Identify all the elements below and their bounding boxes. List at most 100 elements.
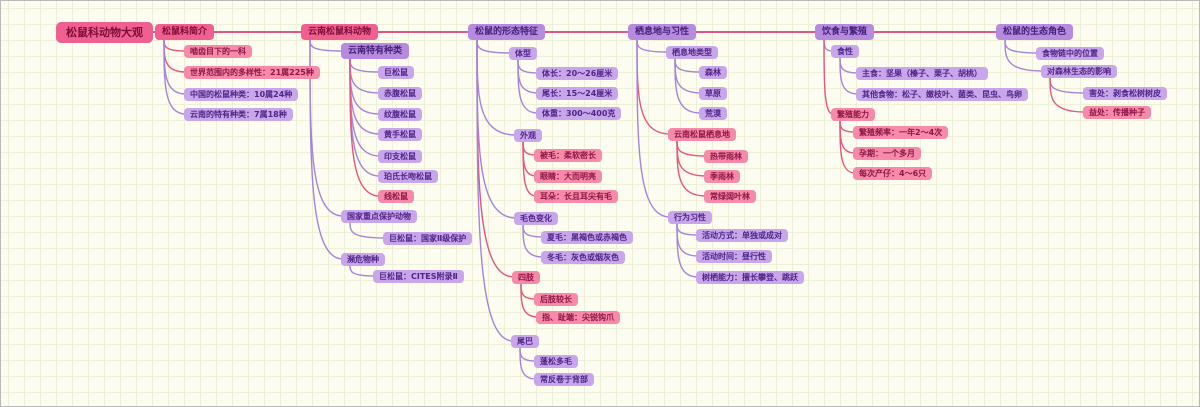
mindmap-edge [163, 38, 187, 52]
mindmap-edge [517, 57, 539, 94]
node-t2[interactable]: 外观 [514, 128, 542, 142]
node-h2[interactable]: 云南松鼠栖息地 [668, 127, 736, 141]
node-b2[interactable]: 云南松鼠科动物 [301, 24, 379, 40]
mindmap-edge [309, 38, 344, 52]
mindmap-edge [522, 139, 537, 197]
node-h3c[interactable]: 树栖能力：擅长攀登、跳跃 [696, 270, 804, 284]
mindmap-edge [636, 38, 669, 53]
node-b2c3a[interactable]: 巨松鼠：CITES附录Ⅱ [373, 269, 464, 283]
node-h3a[interactable]: 活动方式：单独或成对 [696, 228, 788, 242]
mindmap-edge [349, 263, 376, 277]
node-b4[interactable]: 栖息地与习性 [628, 24, 697, 40]
mindmap-edge [349, 57, 381, 197]
node-t5[interactable]: 尾巴 [511, 334, 539, 348]
node-b1c3[interactable]: 中国的松鼠种类：10属24种 [184, 87, 299, 101]
node-t2a[interactable]: 被毛：柔软密长 [534, 148, 602, 162]
node-h1b[interactable]: 草原 [699, 86, 727, 100]
node-f1[interactable]: 食性 [831, 44, 859, 58]
node-t4b[interactable]: 指、趾端：尖锐钩爪 [536, 310, 620, 324]
mindmap-edge [839, 118, 856, 174]
node-sp2[interactable]: 赤腹松鼠 [378, 86, 422, 100]
mindmap-edge [163, 38, 187, 73]
node-t2c[interactable]: 耳朵：长且耳尖有毛 [534, 189, 618, 203]
mindmap-edge [476, 38, 517, 219]
node-b1c2[interactable]: 世界范围内的多样性：21属225种 [184, 65, 320, 79]
node-e2b[interactable]: 益处：传播种子 [1083, 105, 1151, 119]
mindmap-edge [476, 38, 512, 54]
node-t3a[interactable]: 夏毛：黑褐色或赤褐色 [541, 230, 633, 244]
mindmap-edge [676, 221, 699, 278]
node-b2c2[interactable]: 国家重点保护动物 [341, 209, 417, 223]
mindmap-edge [674, 56, 702, 94]
node-t1b[interactable]: 尾长：15～24厘米 [536, 86, 619, 100]
mindmap-edge [1049, 75, 1086, 94]
node-b6[interactable]: 松鼠的生态角色 [996, 24, 1074, 40]
node-e2[interactable]: 对森林生态的影响 [1041, 64, 1117, 78]
node-f1a[interactable]: 主食：坚果（榛子、栗子、胡桃） [856, 66, 988, 80]
node-sp1[interactable]: 巨松鼠 [378, 65, 414, 79]
mindmap-edge [349, 57, 381, 135]
node-root[interactable]: 松鼠科动物大观 [56, 21, 153, 43]
mindmap-edge [349, 57, 381, 94]
mindmap-edge [839, 55, 859, 95]
mindmap-edge [522, 222, 544, 238]
node-b1[interactable]: 松鼠科简介 [155, 24, 215, 40]
node-sp6[interactable]: 珀氏长吻松鼠 [378, 169, 438, 183]
node-t1[interactable]: 体型 [509, 46, 537, 60]
mindmap-edge [520, 281, 539, 318]
node-b2c2a[interactable]: 巨松鼠：国家Ⅱ级保护 [383, 231, 473, 245]
node-h1a[interactable]: 森林 [699, 65, 727, 79]
node-f2c[interactable]: 每次产仔：4～6只 [853, 166, 933, 180]
node-b3[interactable]: 松鼠的形态特征 [468, 24, 546, 40]
node-t4a[interactable]: 后肢较长 [534, 292, 578, 306]
node-f2b[interactable]: 孕期：一个多月 [853, 146, 921, 160]
mindmap-edge [636, 38, 671, 218]
node-f1b[interactable]: 其他食物：松子、嫩枝叶、菌类、昆虫、鸟卵 [856, 87, 1028, 101]
mindmap-edge [349, 57, 381, 157]
node-f2a[interactable]: 繁殖频率：一年2～4次 [853, 125, 949, 139]
mindmap-edge [676, 138, 707, 177]
node-h3[interactable]: 行为习性 [668, 210, 712, 224]
node-t1c[interactable]: 体重：300～400克 [536, 106, 622, 120]
node-h1[interactable]: 栖息地类型 [666, 45, 718, 59]
node-b1c1[interactable]: 啮齿目下的一科 [184, 44, 252, 58]
node-sp7[interactable]: 线松鼠 [378, 189, 414, 203]
mindmap-edge [674, 56, 702, 114]
node-b2c3[interactable]: 濒危物种 [341, 252, 385, 266]
node-e2a[interactable]: 害处：剥食松树树皮 [1083, 86, 1167, 100]
node-t5a[interactable]: 蓬松多毛 [534, 354, 578, 368]
node-t2b[interactable]: 眼睛：大而明亮 [534, 169, 602, 183]
mindmap-edge [522, 222, 544, 258]
node-t4[interactable]: 四肢 [512, 270, 540, 284]
mindmap-edge [519, 345, 537, 380]
node-sp5[interactable]: 印支松鼠 [378, 149, 422, 163]
mindmap-edge [676, 221, 699, 257]
mindmap-edge [1004, 38, 1039, 54]
node-t3[interactable]: 毛色变化 [514, 211, 558, 225]
mindmap-edge [163, 38, 187, 115]
mindmap-edge [349, 57, 381, 115]
node-t3b[interactable]: 冬毛：灰色或烟灰色 [541, 250, 625, 264]
node-t5b[interactable]: 常反卷于背部 [534, 372, 594, 386]
node-sp3[interactable]: 纹腹松鼠 [378, 107, 422, 121]
mindmap-edge [517, 57, 539, 114]
node-f2[interactable]: 繁殖能力 [831, 107, 875, 121]
node-b5[interactable]: 饮食与繁殖 [815, 24, 875, 40]
node-h1c[interactable]: 荒漠 [699, 106, 727, 120]
node-e1[interactable]: 食物链中的位置 [1036, 46, 1104, 60]
node-h2c[interactable]: 常绿阔叶林 [704, 189, 756, 203]
mindmap-edge [674, 56, 702, 73]
mindmap-edge [1004, 38, 1044, 72]
mindmap-edge [823, 38, 834, 115]
mindmap-edge [349, 57, 381, 73]
node-t1a[interactable]: 体长：20～26厘米 [536, 66, 619, 80]
node-h2a[interactable]: 热带雨林 [704, 149, 748, 163]
node-h2b[interactable]: 季雨林 [704, 169, 740, 183]
mindmap-edge [349, 220, 386, 239]
node-b2c1[interactable]: 云南特有种类 [341, 43, 410, 59]
node-sp4[interactable]: 黄手松鼠 [378, 127, 422, 141]
node-h3b[interactable]: 活动时间：昼行性 [696, 249, 772, 263]
node-b1c4[interactable]: 云南的特有种类：7属18种 [184, 107, 293, 121]
